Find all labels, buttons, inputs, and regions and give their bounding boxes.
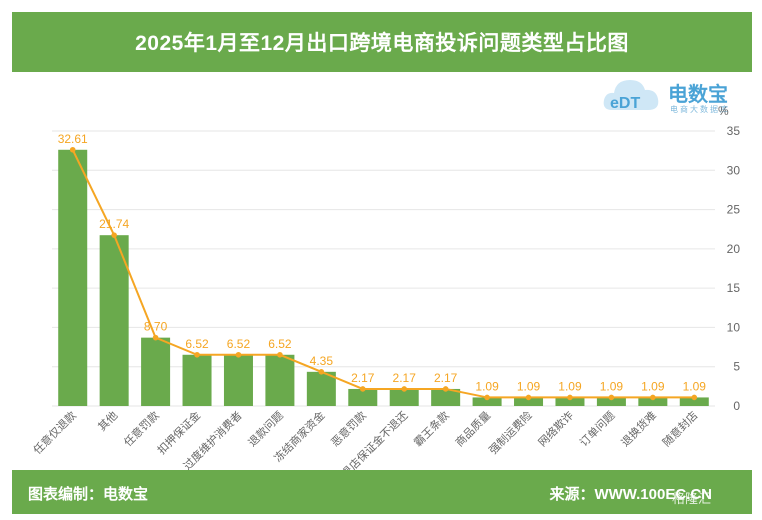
line-point [194, 351, 200, 358]
line-point [525, 394, 532, 401]
line-point [442, 386, 449, 392]
data-label: 32.61 [58, 132, 88, 146]
data-label: 2.17 [434, 371, 458, 385]
line-point [111, 232, 117, 238]
logo-subtitle: 电商大数据库 [670, 105, 730, 114]
chart-title: 2025年1月至12月出口跨境电商投诉问题类型占比图 [135, 32, 629, 55]
y-axis: 0 5 10 15 20 25 30 35 [727, 124, 741, 413]
bar [514, 397, 544, 406]
data-label: 6.52 [227, 337, 251, 351]
logo: eDT 电数宝 电商大数据库 [602, 72, 752, 118]
y-unit: % [718, 104, 729, 118]
logo-name: 电数宝 [668, 84, 728, 106]
footer-source-url: 来源：WWW.100EC.CN [549, 486, 712, 503]
data-label: 1.09 [683, 379, 707, 393]
line-point [608, 394, 615, 401]
x-tick-label: 其他 [96, 409, 121, 434]
y-tick-label: 25 [727, 203, 741, 217]
bar [472, 397, 502, 406]
bar [389, 388, 419, 406]
x-tick-label: 网络欺诈 [535, 408, 576, 449]
x-tick-label: 退换货难 [618, 408, 659, 449]
logo-mark: eDT [610, 95, 640, 112]
cloud-logo-icon: eDT [603, 80, 659, 112]
bar [679, 397, 709, 406]
data-label: 1.09 [641, 379, 665, 393]
data-label: 1.09 [517, 379, 541, 393]
line-points [69, 146, 698, 401]
line-point [277, 351, 283, 358]
x-tick-label: 随意封店 [659, 408, 700, 449]
x-tick-label: 退款问题 [245, 408, 286, 449]
data-labels: 32.61 21.74 8.70 6.52 6.52 6.52 4.35 2.17 2.17 2.… [58, 132, 707, 394]
bar [141, 337, 171, 406]
line-point [691, 394, 698, 401]
y-tick-label: 0 [733, 399, 740, 413]
y-tick-label: 10 [727, 320, 741, 334]
footer-source-author: 图表编制：电数宝 [28, 486, 149, 503]
title-bar: 2025年1月至12月出口跨境电商投诉问题类型占比图 [12, 12, 752, 72]
bar [638, 397, 668, 406]
bar [265, 354, 295, 406]
data-label: 6.52 [268, 337, 292, 351]
line-point [359, 386, 366, 392]
x-tick-label: 强制运费险 [486, 408, 535, 457]
bar [99, 235, 129, 406]
data-label: 1.09 [475, 379, 499, 393]
line-point [650, 394, 656, 401]
data-label: 2.17 [351, 371, 375, 385]
y-tick-label: 15 [727, 281, 741, 295]
x-tick-label: 订单问题 [577, 409, 617, 449]
x-tick-label: 商品质量 [452, 408, 493, 449]
bar [596, 397, 626, 406]
x-tick-label: 任意罚款 [121, 408, 162, 449]
bar [182, 354, 212, 406]
bar [348, 388, 378, 406]
bars [58, 149, 709, 406]
line-point [235, 351, 242, 358]
bar [306, 371, 336, 406]
y-tick-label: 20 [727, 242, 741, 256]
trend-line [71, 149, 695, 399]
bar [431, 388, 461, 406]
line-point [567, 394, 573, 401]
data-label: 4.35 [310, 354, 334, 368]
data-label: 1.09 [600, 379, 624, 393]
x-tick-label: 退店保证金不退还 [338, 408, 410, 470]
y-tick-label: 5 [733, 360, 740, 374]
line-point [484, 394, 490, 401]
x-tick-label: 霸王条款 [411, 408, 452, 449]
bar [555, 397, 585, 406]
bar [223, 354, 253, 406]
line-point [318, 369, 325, 375]
y-tick-label: 30 [727, 163, 741, 177]
x-tick-label: 恶意罚款 [328, 408, 369, 449]
data-label: 8.70 [144, 320, 168, 334]
data-label: 1.09 [558, 379, 582, 393]
data-label: 6.52 [185, 337, 209, 351]
watermark: 格隆汇 [672, 491, 712, 506]
footer-bar: 图表编制：电数宝 来源：WWW.100EC.CN [12, 470, 752, 514]
line-point [401, 386, 408, 392]
x-tick-label: 任意仅退款 [30, 408, 79, 457]
data-label: 2.17 [393, 371, 417, 385]
bar [58, 149, 88, 406]
line-point [152, 334, 159, 341]
line-point [69, 146, 76, 153]
y-tick-label: 35 [727, 124, 741, 138]
data-label: 21.74 [99, 217, 129, 231]
